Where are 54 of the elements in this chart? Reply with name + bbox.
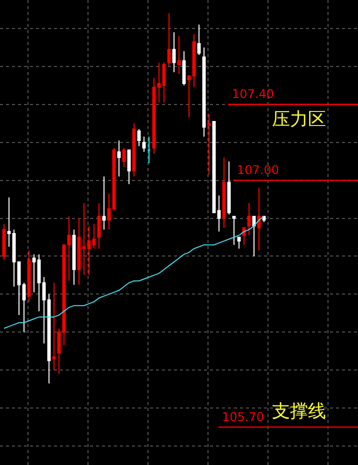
ref-line-label: 107.00: [237, 163, 279, 177]
candlestick: [142, 136, 146, 152]
candlestick: [27, 250, 31, 302]
candlestick: [47, 294, 51, 384]
candlestick: [257, 187, 261, 252]
text: 压力区: [272, 109, 326, 130]
candlestick: [37, 254, 41, 312]
candlestick: [232, 216, 236, 246]
candlestick: [42, 276, 46, 344]
candlestick: [97, 202, 101, 250]
candlestick: [137, 128, 141, 147]
candlestick: [152, 77, 156, 154]
candlestick: [77, 218, 81, 286]
candlestick: [172, 32, 176, 73]
candlestick: [187, 75, 191, 118]
candlestick: [227, 160, 231, 215]
candlestick: [22, 282, 26, 333]
candlestick: [117, 140, 121, 178]
candlestick: [217, 194, 221, 232]
candlestick: [102, 176, 106, 230]
candlestick: [67, 216, 71, 282]
candlestick: [197, 24, 201, 56]
candlestick: [237, 236, 241, 250]
candlestick: [157, 62, 161, 103]
candlestick: [122, 148, 126, 168]
candlestick: [247, 202, 251, 236]
ref-line-label: 107.40: [232, 87, 274, 101]
candlestick: [207, 113, 211, 176]
candlestick: [17, 261, 21, 316]
candlestick: [7, 196, 11, 248]
ref-line-label: 105.70: [222, 410, 264, 424]
candlestick: [52, 282, 56, 371]
candlestick: [192, 34, 196, 88]
candlestick: [132, 122, 136, 178]
candlestick: [147, 136, 151, 164]
candlestick: [82, 202, 86, 276]
candlestick: [202, 46, 206, 138]
candlestick: [57, 328, 61, 374]
candlestick: [87, 225, 91, 276]
candlestick: [182, 50, 186, 86]
candlestick: [2, 223, 6, 261]
candlestick: [107, 193, 111, 230]
candlestick: [177, 36, 181, 75]
candlestick: [12, 229, 16, 288]
candlestick: [72, 229, 76, 286]
candlestick: [32, 254, 36, 293]
candlestick: [252, 216, 256, 257]
text: 支撑线: [272, 401, 326, 422]
candlestick: [127, 149, 131, 185]
candlestick: [92, 223, 96, 250]
candlestick: [242, 227, 246, 246]
candlestick: [167, 12, 171, 67]
candlestick: [162, 62, 166, 103]
candlestick: [222, 157, 226, 228]
